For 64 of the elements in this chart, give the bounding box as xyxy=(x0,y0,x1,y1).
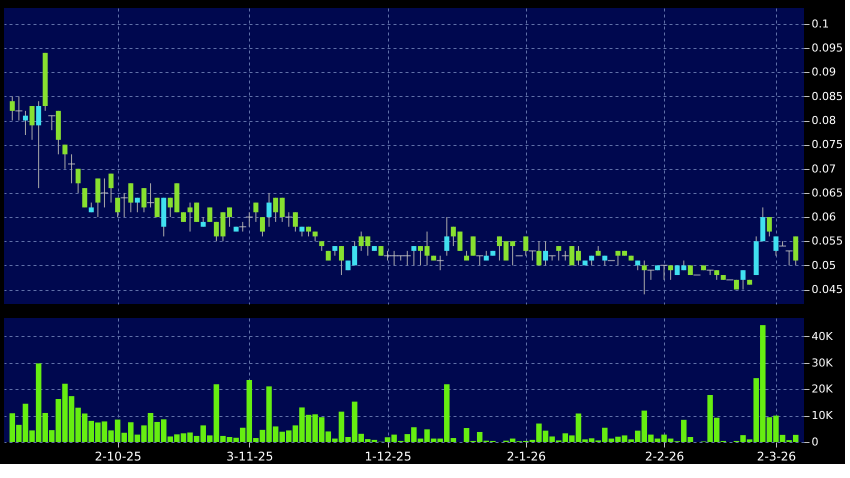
candlestick xyxy=(306,226,312,237)
candlestick xyxy=(108,173,114,204)
candlestick xyxy=(411,246,416,266)
y-tick-label: 0.1 xyxy=(812,17,829,30)
y-tick-label: 40K xyxy=(812,330,834,343)
candlestick xyxy=(82,188,88,208)
candlestick xyxy=(668,264,674,280)
candlestick xyxy=(766,216,772,237)
candlestick xyxy=(642,260,647,295)
y-tick-label: 10K xyxy=(812,409,834,422)
candlestick xyxy=(141,188,146,213)
candlestick xyxy=(556,246,562,262)
candlestick xyxy=(292,212,298,232)
candlestick xyxy=(260,216,265,237)
candlestick xyxy=(714,270,720,280)
candlestick xyxy=(134,197,140,213)
x-tick-label: 1-12-25 xyxy=(364,450,412,464)
candlestick xyxy=(543,240,548,266)
y-tick-label: 0.095 xyxy=(812,42,843,55)
candlestick xyxy=(319,240,324,252)
candlestick xyxy=(30,106,35,140)
candlestick xyxy=(536,240,542,266)
candlestick xyxy=(635,260,640,271)
y-tick-label: 0.045 xyxy=(812,283,843,296)
candlestick xyxy=(740,270,746,290)
candlestick xyxy=(299,226,304,237)
candlestick xyxy=(602,255,608,266)
x-tick-label: 2-1-26 xyxy=(506,450,546,464)
y-tick-label: 20K xyxy=(812,382,834,396)
candlestick xyxy=(207,206,212,222)
candlestick xyxy=(36,100,42,189)
candlestick xyxy=(338,246,344,276)
x-tick-label: 2-10-25 xyxy=(94,450,142,464)
candlestick xyxy=(76,168,81,194)
candlestick xyxy=(312,231,318,242)
x-tick-label: 2-3-26 xyxy=(756,450,796,464)
candlestick xyxy=(62,144,68,170)
candlestick xyxy=(88,202,94,213)
y-tick-label: 0.08 xyxy=(812,114,836,128)
y-tick-label: 0 xyxy=(812,436,818,448)
candlestick xyxy=(22,110,28,136)
x-tick-label: 2-2-26 xyxy=(644,450,684,464)
candlestick xyxy=(444,216,450,256)
candlestick xyxy=(589,255,594,266)
y-tick-label: 0.07 xyxy=(812,162,836,176)
y-tick-label: 0.065 xyxy=(812,186,843,200)
candlestick xyxy=(10,96,15,122)
candlestick xyxy=(266,192,272,228)
x-tick-label: 3-11-25 xyxy=(226,450,274,464)
candlestick xyxy=(128,182,134,213)
y-tick-label: 0.06 xyxy=(812,210,836,224)
y-tick-label: 30K xyxy=(812,356,834,370)
candlestick xyxy=(332,246,338,256)
candlestick xyxy=(523,236,528,256)
y-tick-label: 0.055 xyxy=(812,234,843,248)
y-tick-label: 0.09 xyxy=(812,66,836,79)
y-tick-label: 0.075 xyxy=(812,138,843,152)
y-tick-label: 0.05 xyxy=(812,258,836,272)
candlestick xyxy=(365,236,370,256)
y-tick-label: 0.085 xyxy=(812,90,843,103)
candlestick xyxy=(773,236,778,256)
candlestick xyxy=(115,197,120,218)
candlestick xyxy=(253,202,258,222)
candlestick xyxy=(358,231,364,252)
